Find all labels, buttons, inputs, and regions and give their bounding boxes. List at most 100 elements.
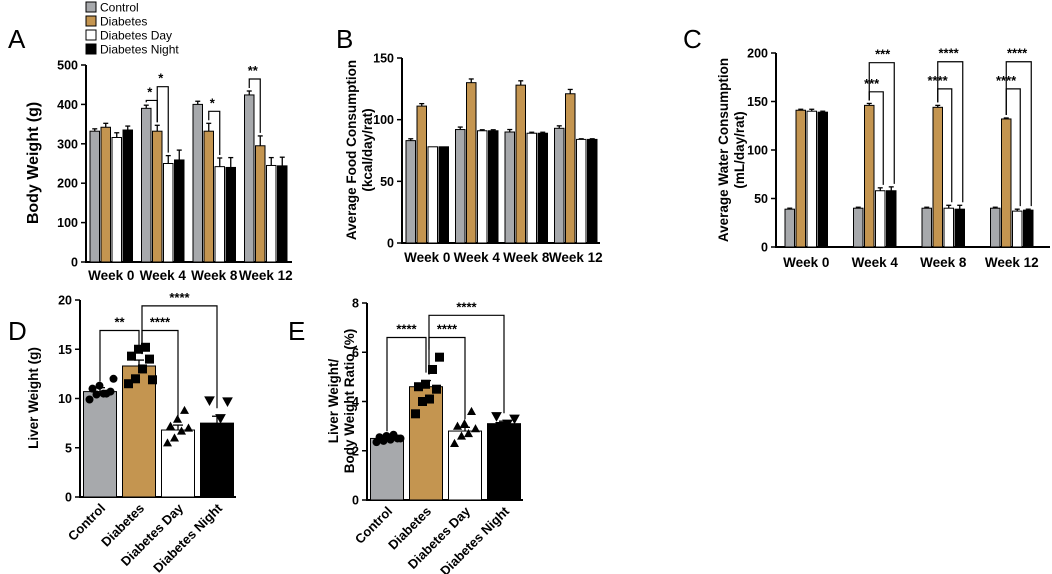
bar-diabetes-night: [1023, 209, 1034, 248]
data-point: [102, 389, 111, 398]
significance-bracket: [156, 86, 169, 153]
y-tick-label: 150: [747, 95, 768, 109]
data-point: [141, 342, 150, 352]
bar-control: [455, 129, 466, 244]
data-point: [421, 379, 430, 389]
y-axis-label-line2: Body Weight Ratio (%): [342, 329, 357, 474]
data-point: [180, 405, 189, 414]
data-point: [109, 374, 118, 383]
data-point: [460, 419, 469, 428]
y-axis-label-line2: (mL/day/rat): [732, 111, 747, 188]
data-point: [131, 374, 140, 384]
bar-diabetes-night: [886, 190, 897, 248]
bar-diabetes: [255, 145, 266, 263]
data-point: [127, 351, 136, 361]
bar-diabetes-night: [174, 159, 185, 263]
bar-control: [921, 207, 932, 248]
panel-letter: E: [288, 316, 305, 346]
y-tick-label: 8: [352, 297, 359, 311]
y-tick-label: 0: [71, 256, 78, 270]
bar-diabetes-night: [487, 423, 521, 501]
bar-control: [504, 131, 515, 244]
bar-diabetes: [515, 84, 526, 244]
x-tick-label: Week 12: [239, 268, 293, 283]
x-tick-label: Week 4: [852, 255, 899, 270]
bar-diabetes-night: [438, 146, 449, 244]
significance-label: ****: [939, 46, 960, 61]
y-tick-label: 0: [387, 237, 394, 251]
bar-control: [853, 207, 864, 248]
data-point: [418, 397, 427, 406]
legend-label: Diabetes Day: [100, 29, 172, 43]
bar-control: [784, 208, 795, 248]
data-point: [464, 429, 473, 438]
bar-diabetes-night: [587, 138, 598, 244]
significance-bracket: [99, 329, 140, 382]
significance-label: ****: [396, 321, 417, 336]
bar-control: [192, 103, 203, 263]
y-tick-label: 50: [754, 192, 768, 206]
x-tick-label: Week 8: [503, 250, 550, 265]
y-tick-label: 150: [373, 52, 394, 66]
bar-diabetes-day: [427, 146, 438, 244]
legend-swatch: [85, 15, 97, 27]
significance-label: **: [248, 63, 259, 78]
data-point: [95, 381, 104, 390]
data-point: [88, 384, 97, 393]
bar-diabetes-day: [266, 164, 277, 263]
significance-label: ****: [150, 315, 171, 330]
significance-label: ****: [169, 290, 190, 305]
significance-label: *: [147, 84, 153, 99]
data-point: [389, 430, 398, 439]
bar-diabetes: [152, 130, 163, 263]
data-point: [450, 438, 459, 447]
legend-swatch: [85, 43, 97, 55]
y-tick-label: 100: [57, 216, 78, 230]
bar-diabetes-night: [537, 132, 548, 244]
significance-label: ****: [456, 299, 477, 314]
data-point: [414, 382, 423, 392]
y-tick-label: 2: [352, 444, 359, 458]
bar-diabetes: [565, 93, 576, 244]
bar-diabetes-day: [806, 110, 817, 248]
data-point: [435, 352, 444, 362]
significance-bracket: [868, 62, 895, 184]
panel-letter: D: [8, 316, 27, 346]
data-point: [375, 433, 384, 442]
data-point: [170, 433, 179, 442]
data-point: [428, 364, 437, 374]
significance-label: **: [114, 315, 125, 330]
panel-letter: A: [8, 24, 26, 54]
legend-swatch: [85, 1, 97, 13]
data-point: [208, 423, 219, 434]
bar-diabetes: [416, 105, 427, 244]
data-point: [411, 409, 420, 419]
bar-control: [244, 94, 255, 263]
x-tick-label: Week 8: [920, 255, 967, 270]
data-point: [495, 422, 506, 432]
x-tick-label: Diabetes Night: [150, 500, 225, 574]
bar-control: [141, 107, 152, 263]
bar-diabetes: [864, 104, 875, 248]
bar-diabetes: [795, 109, 806, 248]
bar-control: [83, 391, 117, 498]
significance-bracket: [141, 305, 218, 409]
significance-bracket: [386, 336, 427, 432]
x-tick-label: Week 0: [783, 255, 829, 270]
y-tick-label: 6: [352, 346, 359, 360]
y-tick-label: 300: [57, 137, 78, 151]
data-point: [138, 364, 147, 374]
panel-a-body-weight: A 0 100 200 300 400 500 Body Weight (g) Week 0 We…: [8, 24, 293, 283]
bar-diabetes-day: [526, 132, 537, 244]
x-tick-label: Week 4: [140, 268, 187, 283]
bar-diabetes-night: [277, 165, 288, 263]
significance-label: ***: [864, 76, 880, 91]
data-point: [201, 433, 212, 444]
x-tick-label: Week 12: [985, 255, 1039, 270]
bar-diabetes: [466, 82, 477, 244]
legend-swatch: [85, 29, 97, 41]
significance-label: *: [210, 95, 216, 110]
y-tick-label: 15: [58, 343, 72, 357]
